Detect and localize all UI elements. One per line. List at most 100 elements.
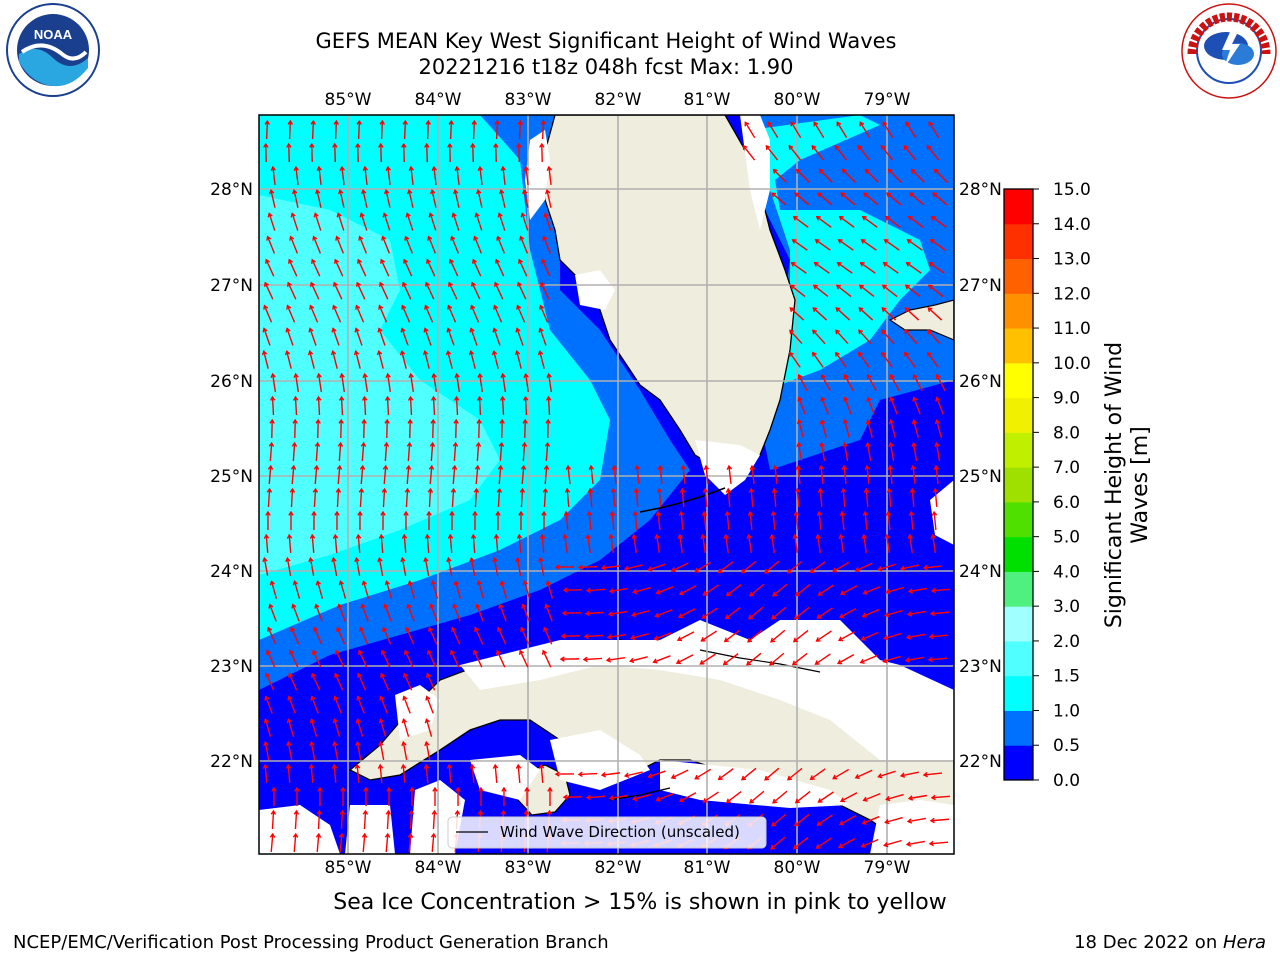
colorbar-swatch (1004, 501, 1033, 538)
wind-arrowhead (517, 119, 523, 125)
wind-arrowhead (838, 613, 845, 619)
wind-arrowhead (354, 763, 361, 769)
wind-arrowhead (607, 611, 614, 617)
wind-arrowhead (430, 580, 436, 586)
wind-arrowhead (309, 281, 315, 287)
wind-arrowhead (675, 659, 682, 665)
wind-arrow (433, 166, 437, 186)
wind-arrow (404, 236, 414, 254)
wind-arrow (901, 771, 919, 777)
wind-arrowhead (453, 418, 459, 424)
wind-arrow (793, 216, 809, 228)
wind-arrow (887, 511, 891, 531)
wind-arrow (337, 213, 345, 231)
wind-arrow (821, 397, 829, 415)
wind-arrow (861, 239, 877, 251)
wind-arrowhead (770, 510, 777, 516)
wind-arrow (334, 696, 342, 714)
wind-arrowhead (495, 510, 501, 516)
wind-arrow (310, 764, 314, 784)
wind-arrow (476, 442, 480, 462)
wind-arrow (858, 307, 874, 321)
wind-arrowhead (404, 487, 411, 493)
wind-arrow (913, 397, 921, 415)
wind-arrowhead (834, 144, 840, 150)
wind-arrowhead (839, 797, 846, 803)
wind-arrow (452, 213, 460, 231)
wind-arrow (929, 634, 949, 638)
wind-arrow (789, 329, 803, 345)
colorbar-swatch (1004, 328, 1033, 364)
wind-arrowhead (634, 464, 641, 470)
wind-arrow (315, 442, 319, 462)
wind-arrowhead (386, 786, 392, 792)
wind-arrowhead (454, 372, 460, 379)
wind-arrowhead (586, 510, 593, 516)
wind-arrowhead (293, 165, 299, 171)
wind-arrowhead (475, 441, 482, 447)
wind-arrowhead (796, 419, 803, 425)
wind-arrow (378, 328, 386, 346)
colorbar-title: Significant Height of Wind Waves [m] (1102, 342, 1154, 628)
wind-arrowhead (423, 556, 429, 563)
wind-arrowhead (427, 235, 433, 241)
wind-arrowhead (381, 235, 387, 241)
wind-arrow (888, 169, 902, 183)
wind-arrow (880, 145, 894, 161)
wind-arrowhead (381, 487, 388, 493)
colorbar-tick-label: 11.0 (1053, 319, 1091, 339)
wind-arrow (679, 534, 683, 554)
wind-arrow (844, 420, 850, 438)
wind-arrow (449, 143, 451, 163)
colorbar-swatch (1004, 467, 1033, 503)
wind-arrowhead (747, 510, 754, 516)
wind-arrowhead (927, 656, 933, 663)
wind-arrow (814, 262, 830, 274)
wind-arrowhead (447, 304, 453, 310)
map-frame (258, 114, 955, 855)
wind-arrowhead (538, 556, 544, 563)
wind-arrow (839, 216, 855, 228)
wind-arrow (817, 607, 833, 619)
wind-arrowhead (262, 327, 268, 333)
wind-arrow (606, 657, 626, 661)
wind-arrowhead (377, 556, 383, 563)
wind-arrow (270, 833, 274, 853)
wind-arrow (702, 607, 718, 619)
wind-arrowhead (789, 307, 795, 312)
wind-arrowhead (292, 580, 298, 586)
map-legend: Wind Wave Direction (unscaled) (447, 816, 767, 849)
wind-arrowhead (431, 372, 437, 379)
wind-arrowhead (772, 168, 778, 174)
wind-arrowhead (399, 350, 406, 356)
wind-arrowhead (860, 239, 866, 244)
wind-arrow (425, 719, 433, 737)
wind-arrowhead (452, 603, 458, 609)
wind-arrowhead (470, 304, 476, 310)
wind-arrow (431, 190, 437, 208)
wind-arrowhead (286, 718, 292, 724)
wind-arrow (888, 488, 892, 508)
wind-arrowhead (657, 464, 664, 470)
wind-arrowhead (906, 611, 913, 617)
wind-arrow (475, 465, 479, 485)
wind-arrow (583, 657, 603, 661)
footer-date-text: 18 Dec 2022 on (1074, 932, 1223, 953)
wind-arrowhead (523, 372, 529, 379)
wind-arrow (338, 604, 346, 622)
wind-arrow (447, 351, 453, 369)
wind-arrowhead (450, 235, 456, 241)
wind-arrowhead (912, 396, 918, 402)
wind-arrow (749, 790, 765, 804)
wind-arrow (793, 629, 809, 643)
wind-arrow (631, 633, 649, 639)
wind-arrowhead (677, 533, 683, 540)
wind-arrow (858, 329, 872, 345)
wind-arrowhead (862, 796, 868, 802)
wind-arrowhead (338, 418, 344, 424)
wind-arrowhead (908, 510, 915, 516)
wind-arrowhead (744, 121, 750, 127)
wind-arrowhead (905, 841, 912, 847)
wind-arrow (265, 259, 275, 277)
wind-arrowhead (767, 121, 773, 127)
